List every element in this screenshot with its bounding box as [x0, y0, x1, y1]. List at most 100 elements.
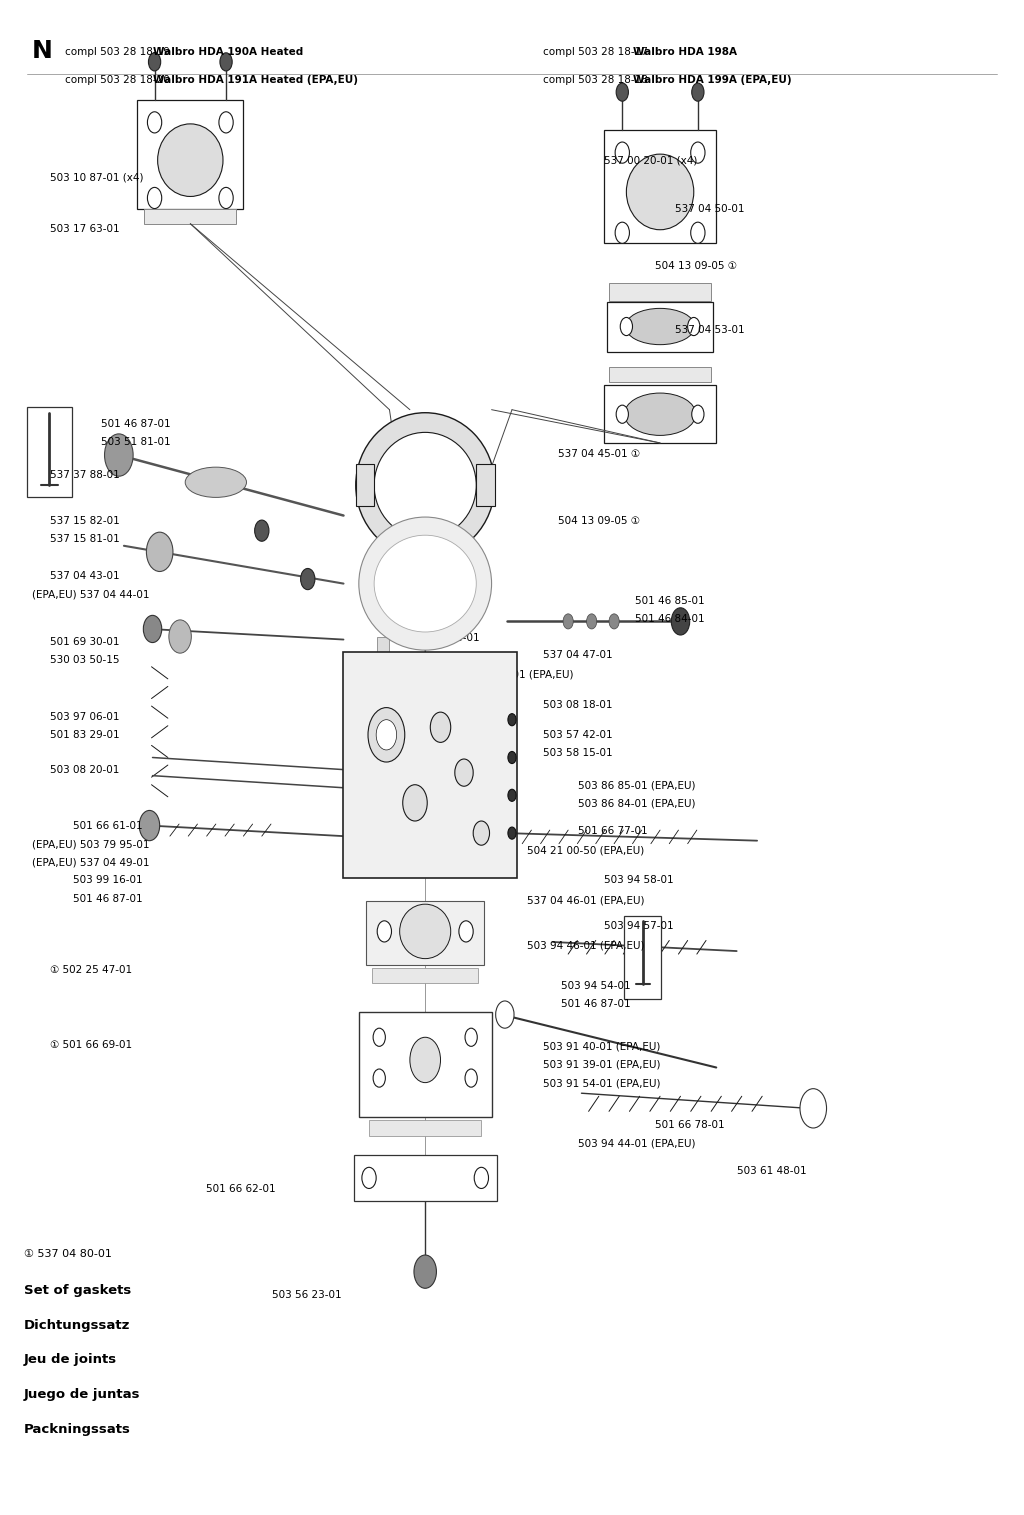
Circle shape — [361, 1168, 376, 1188]
Text: 503 94 47-01 (EPA,EU): 503 94 47-01 (EPA,EU) — [456, 670, 573, 680]
Circle shape — [616, 405, 629, 423]
Text: 501 46 87-01: 501 46 87-01 — [73, 894, 142, 903]
Circle shape — [139, 811, 160, 841]
Text: Walbro HDA 190A Heated: Walbro HDA 190A Heated — [153, 47, 303, 56]
Circle shape — [691, 223, 705, 244]
Circle shape — [692, 83, 703, 102]
Ellipse shape — [158, 124, 223, 197]
Text: 537 04 50-01: 537 04 50-01 — [676, 205, 744, 214]
Circle shape — [474, 1168, 488, 1188]
Text: 501 66 62-01: 501 66 62-01 — [206, 1183, 275, 1194]
Circle shape — [219, 112, 233, 133]
Circle shape — [148, 53, 161, 71]
Circle shape — [465, 1029, 477, 1047]
Text: 503 99 16-01: 503 99 16-01 — [73, 876, 142, 885]
Ellipse shape — [626, 309, 695, 345]
Circle shape — [621, 318, 633, 336]
Circle shape — [383, 559, 395, 577]
Circle shape — [400, 573, 409, 585]
Circle shape — [495, 694, 509, 715]
Text: 537 37 88-01: 537 37 88-01 — [50, 470, 120, 480]
Text: 501 66 61-01: 501 66 61-01 — [73, 821, 142, 832]
Circle shape — [508, 789, 516, 801]
Ellipse shape — [627, 155, 694, 230]
Circle shape — [672, 608, 690, 635]
Text: Walbro HDA 191A Heated (EPA,EU): Walbro HDA 191A Heated (EPA,EU) — [153, 76, 357, 85]
Text: 503 56 23-01: 503 56 23-01 — [272, 1289, 342, 1300]
Text: Jeu de joints: Jeu de joints — [24, 1353, 117, 1367]
Text: 504 13 09-05 ①: 504 13 09-05 ① — [655, 262, 737, 271]
Text: 503 61 48-01: 503 61 48-01 — [736, 1167, 806, 1176]
Bar — [355, 464, 374, 506]
Bar — [372, 968, 478, 983]
Circle shape — [373, 1029, 385, 1047]
Circle shape — [615, 142, 630, 164]
Circle shape — [368, 708, 404, 762]
Text: 501 46 84-01: 501 46 84-01 — [635, 614, 705, 624]
Text: 537 04 43-01: 537 04 43-01 — [50, 571, 120, 582]
Text: 501 46 85-01: 501 46 85-01 — [635, 595, 705, 606]
Circle shape — [147, 112, 162, 133]
Text: 501 69 30-01: 501 69 30-01 — [50, 636, 120, 647]
Text: ① 501 66 69-01: ① 501 66 69-01 — [50, 1041, 132, 1050]
Text: 503 86 85-01 (EPA,EU): 503 86 85-01 (EPA,EU) — [579, 780, 696, 791]
Circle shape — [414, 1254, 436, 1288]
Text: compl 503 28 18-19: compl 503 28 18-19 — [65, 47, 170, 56]
Text: Packningssats: Packningssats — [24, 1423, 131, 1436]
Text: Juego de juntas: Juego de juntas — [24, 1388, 140, 1401]
Text: 537 04 45-01 ①: 537 04 45-01 ① — [558, 448, 640, 459]
Text: 537 15 82-01: 537 15 82-01 — [50, 515, 120, 526]
Circle shape — [609, 614, 620, 629]
Circle shape — [146, 532, 173, 571]
Text: Set of gaskets: Set of gaskets — [24, 1283, 131, 1297]
Circle shape — [104, 433, 133, 476]
Text: 503 91 54-01 (EPA,EU): 503 91 54-01 (EPA,EU) — [543, 1079, 660, 1088]
Bar — [353, 1156, 497, 1200]
Circle shape — [430, 712, 451, 742]
Text: (EPA,EU) 537 04 44-01: (EPA,EU) 537 04 44-01 — [32, 589, 150, 600]
Circle shape — [402, 785, 427, 821]
Text: (EPA,EU) 537 04 49-01: (EPA,EU) 537 04 49-01 — [32, 857, 150, 867]
Bar — [625, 917, 662, 1000]
Text: 503 94 57-01: 503 94 57-01 — [604, 921, 674, 930]
Bar — [607, 303, 713, 351]
Text: 503 10 87-01 (x4): 503 10 87-01 (x4) — [50, 173, 144, 182]
Text: 501 66 83-01: 501 66 83-01 — [410, 579, 479, 589]
Text: 503 94 56-01: 503 94 56-01 — [410, 633, 479, 644]
Text: 537 04 53-01: 537 04 53-01 — [676, 326, 745, 335]
Text: ① 502 25 47-01: ① 502 25 47-01 — [50, 965, 132, 974]
Text: 503 97 06-01: 503 97 06-01 — [50, 712, 120, 723]
Ellipse shape — [358, 517, 492, 650]
Circle shape — [255, 520, 269, 541]
Ellipse shape — [355, 412, 495, 558]
Bar — [343, 651, 517, 879]
Circle shape — [508, 658, 516, 670]
Circle shape — [377, 921, 391, 942]
Circle shape — [147, 188, 162, 209]
Text: 503 91 39-01 (EPA,EU): 503 91 39-01 (EPA,EU) — [543, 1060, 660, 1070]
Text: 501 66 77-01: 501 66 77-01 — [579, 826, 648, 836]
Circle shape — [410, 1038, 440, 1083]
Circle shape — [465, 1070, 477, 1088]
Text: 537 15 81-01: 537 15 81-01 — [50, 533, 120, 544]
Text: 503 94 58-01: 503 94 58-01 — [604, 876, 674, 885]
Text: Walbro HDA 199A (EPA,EU): Walbro HDA 199A (EPA,EU) — [633, 76, 792, 85]
Text: 503 08 18-01: 503 08 18-01 — [543, 700, 612, 711]
Text: (EPA,EU) 503 79 95-01: (EPA,EU) 503 79 95-01 — [32, 839, 150, 850]
Bar — [144, 209, 237, 224]
Circle shape — [508, 714, 516, 726]
Circle shape — [691, 142, 705, 164]
Text: 503 51 81-01: 503 51 81-01 — [101, 436, 171, 447]
Circle shape — [692, 405, 703, 423]
Text: 503 58 15-01: 503 58 15-01 — [543, 748, 612, 759]
Ellipse shape — [374, 535, 476, 632]
Text: compl 503 28 18-18: compl 503 28 18-18 — [543, 76, 647, 85]
Text: 504 21 00-50 (EPA,EU): 504 21 00-50 (EPA,EU) — [527, 845, 644, 854]
Bar — [609, 283, 711, 301]
Text: 505 31 67-17: 505 31 67-17 — [410, 561, 479, 571]
Bar — [609, 367, 711, 382]
Circle shape — [615, 223, 630, 244]
Bar — [137, 100, 244, 209]
Circle shape — [508, 751, 516, 764]
Bar — [358, 1012, 492, 1118]
